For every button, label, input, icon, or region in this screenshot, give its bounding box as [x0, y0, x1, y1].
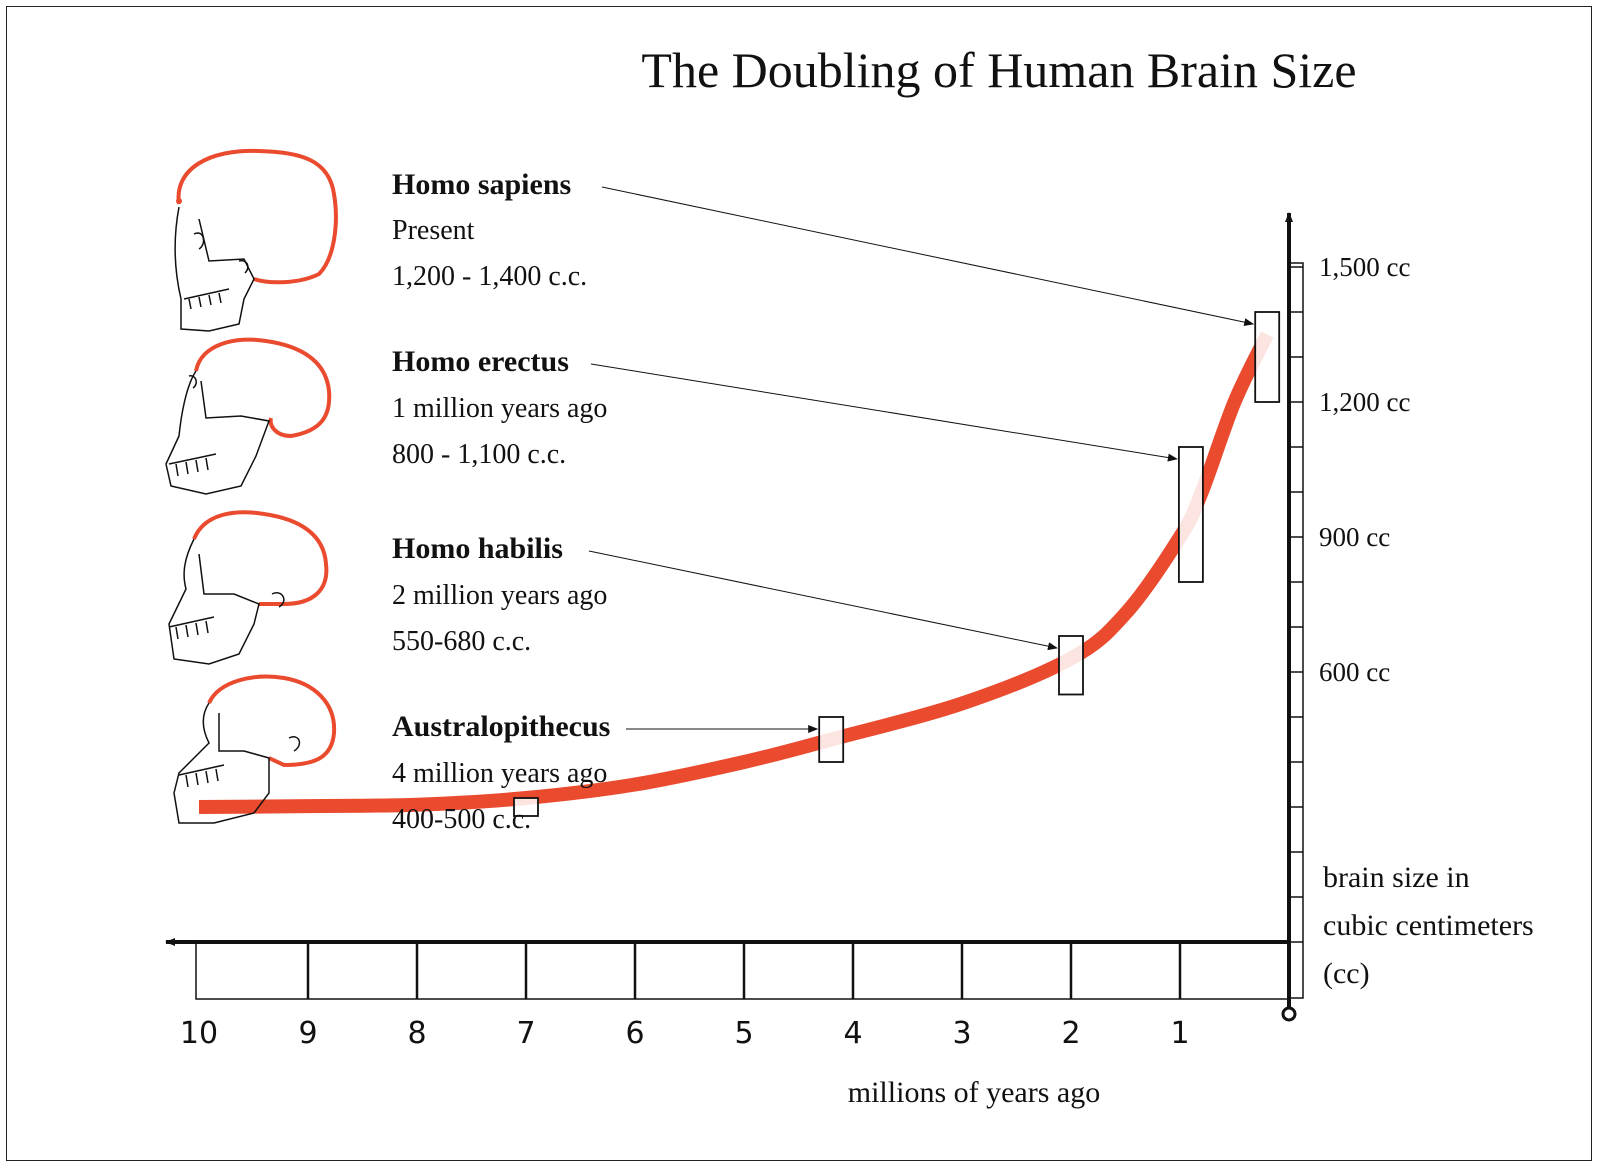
y-axis-label-line: cubic centimeters	[1323, 909, 1534, 942]
pointer-arrow	[590, 363, 1178, 462]
x-tick-label: 4	[843, 1016, 862, 1051]
y-tick-label: 1,200 cc	[1319, 387, 1410, 417]
x-axis-label: millions of years ago	[848, 1076, 1100, 1109]
x-tick-label: 9	[298, 1016, 317, 1051]
y-tick-label: 600 cc	[1319, 657, 1390, 687]
pointer-arrow	[601, 186, 1255, 327]
x-tick-label: 10	[180, 1016, 218, 1051]
range-box	[818, 716, 845, 763]
y-axis-band	[1288, 262, 1304, 999]
skull-homo-erectus-icon	[165, 337, 332, 495]
y-tick-label: 1,500 cc	[1319, 252, 1410, 282]
chart: The Doubling of Human Brain Size 10 9 8 7 6 5…	[165, 42, 1534, 1109]
x-axis: 10 9 8 7 6 5 4 3 2 1	[165, 938, 1290, 1051]
species-name: Australopithecus	[392, 710, 610, 743]
species-name: Homo habilis	[392, 532, 563, 565]
range-box	[1178, 446, 1204, 583]
species-name: Homo erectus	[392, 345, 569, 378]
x-tick-label: 5	[734, 1016, 753, 1051]
species-homo-sapiens: Homo sapiens Present 1,200 - 1,400 c.c.	[392, 168, 587, 292]
species-size: 1,200 - 1,400 c.c.	[392, 261, 587, 292]
y-tick-label: 900 cc	[1319, 522, 1390, 552]
range-box	[1254, 311, 1281, 403]
y-axis: 1,500 cc 1,200 cc 900 cc 600 cc	[1281, 212, 1410, 1022]
skull-homo-sapiens-icon	[174, 148, 338, 332]
x-tick-label: 7	[516, 1016, 535, 1051]
species-australopithecus: Australopithecus 4 million years ago 400…	[392, 710, 610, 835]
skull-australopithecus-icon	[173, 674, 337, 824]
x-tick-label: 2	[1061, 1016, 1080, 1051]
y-axis-label: brain size in cubic centimeters (cc)	[1323, 861, 1534, 990]
species-size: 800 - 1,100 c.c.	[392, 439, 566, 470]
y-axis-label-line: (cc)	[1323, 957, 1370, 990]
species-size: 400-500 c.c.	[392, 804, 531, 835]
range-boxes	[513, 311, 1281, 817]
species-name: Homo sapiens	[392, 168, 571, 201]
pointer-arrow	[588, 550, 1058, 651]
curve-line	[198, 331, 1274, 814]
species-size: 550-680 c.c.	[392, 626, 531, 657]
x-tick-label: 8	[407, 1016, 426, 1051]
species-homo-erectus: Homo erectus 1 million years ago 800 - 1…	[392, 345, 607, 470]
y-axis-label-line: brain size in	[1323, 861, 1470, 894]
chart-title: The Doubling of Human Brain Size	[641, 42, 1356, 98]
y-axis-origin-marker	[1281, 1006, 1297, 1022]
x-tick-label: 1	[1170, 1016, 1189, 1051]
range-box	[1058, 635, 1084, 696]
x-tick-label: 6	[625, 1016, 644, 1051]
species-time: 2 million years ago	[392, 580, 607, 611]
species-time: Present	[392, 215, 475, 246]
chart-frame: The Doubling of Human Brain Size 10 9 8 7 6 5…	[6, 6, 1592, 1161]
brain-size-curve	[198, 331, 1274, 814]
x-tick-label: 3	[952, 1016, 971, 1051]
species-time: 1 million years ago	[392, 393, 607, 424]
x-axis-band	[195, 941, 1290, 1000]
species-homo-habilis: Homo habilis 2 million years ago 550-680…	[392, 532, 607, 657]
skull-homo-habilis-icon	[168, 510, 329, 665]
range-box	[513, 797, 539, 817]
species-time: 4 million years ago	[392, 758, 607, 789]
pointer-arrows	[588, 186, 1255, 733]
